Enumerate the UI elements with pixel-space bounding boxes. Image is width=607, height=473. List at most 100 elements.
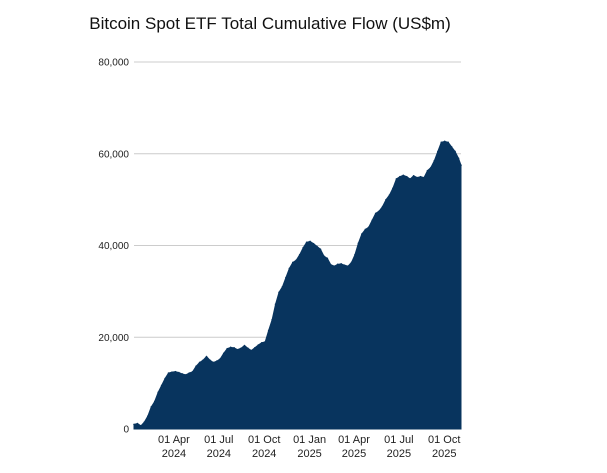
- data-point: [454, 150, 456, 153]
- x-tick-year: 2025: [432, 448, 456, 460]
- data-point: [202, 359, 204, 361]
- data-point: [143, 421, 146, 423]
- data-point: [281, 285, 284, 288]
- data-point: [388, 194, 391, 196]
- data-point: [178, 371, 180, 374]
- data-point: [336, 263, 339, 266]
- data-point: [333, 265, 336, 267]
- data-point: [250, 349, 253, 352]
- data-point: [171, 371, 173, 373]
- data-point: [343, 264, 346, 267]
- data-point: [288, 267, 291, 270]
- data-point: [153, 400, 156, 403]
- data-point: [440, 141, 443, 144]
- x-tick-label: 01 Jan: [293, 434, 326, 446]
- x-tick-label: 01 Oct: [248, 434, 280, 446]
- data-point: [174, 370, 177, 373]
- data-point: [409, 178, 412, 180]
- y-tick-label: 80,000: [98, 58, 129, 69]
- data-point: [278, 291, 280, 294]
- data-point: [195, 365, 197, 367]
- x-tick-year: 2024: [252, 448, 276, 460]
- data-point: [361, 233, 363, 235]
- data-point: [443, 140, 446, 143]
- data-point: [298, 253, 301, 256]
- data-point: [164, 377, 166, 380]
- y-tick-label: 20,000: [98, 333, 129, 344]
- y-tick-label: 0: [123, 425, 129, 436]
- data-point: [302, 246, 304, 249]
- data-point: [316, 245, 318, 248]
- x-tick-label: 01 Jul: [384, 434, 413, 446]
- data-point: [364, 228, 367, 231]
- data-point: [247, 347, 249, 350]
- data-point: [140, 424, 142, 427]
- cumulative-flow-area: [133, 140, 462, 430]
- data-point: [254, 347, 256, 349]
- data-point: [326, 257, 329, 260]
- data-point: [416, 176, 418, 179]
- x-tick-year: 2024: [162, 448, 186, 460]
- data-point: [167, 372, 170, 374]
- data-point: [184, 374, 187, 376]
- data-point: [274, 303, 277, 306]
- data-point: [160, 384, 163, 387]
- y-tick-label: 60,000: [98, 149, 129, 160]
- data-point: [292, 261, 294, 264]
- data-point: [229, 346, 232, 349]
- data-point: [295, 259, 298, 261]
- data-point: [450, 146, 453, 148]
- data-point: [323, 255, 325, 257]
- data-point: [216, 360, 218, 362]
- data-point: [267, 329, 270, 332]
- data-point: [150, 406, 153, 408]
- data-point: [205, 355, 208, 358]
- x-axis-ticks: 01 Apr 2024 01 Jul 2024 01 Oct 2024 01 Jan 2025…: [158, 434, 460, 460]
- data-point: [191, 370, 194, 373]
- x-tick-label: 01 Oct: [428, 434, 460, 446]
- data-point: [257, 344, 260, 346]
- x-tick-label: 01 Apr: [338, 434, 370, 446]
- data-point: [305, 241, 308, 244]
- data-point: [198, 361, 201, 364]
- data-point: [312, 242, 315, 245]
- x-tick-year: 2025: [387, 448, 411, 460]
- data-point: [367, 226, 370, 228]
- data-point: [371, 219, 374, 222]
- data-point: [271, 319, 273, 321]
- data-point: [412, 174, 415, 177]
- data-point: [354, 253, 356, 256]
- data-point: [399, 175, 401, 178]
- data-point: [433, 159, 436, 162]
- data-point: [226, 347, 229, 350]
- data-point: [133, 423, 135, 426]
- data-point: [285, 276, 287, 279]
- y-axis-ticks: 0 20,000 40,000 60,000 80,000: [98, 58, 129, 436]
- data-point: [426, 169, 429, 172]
- data-point: [209, 359, 211, 361]
- data-point: [264, 341, 266, 343]
- data-point: [381, 205, 384, 208]
- data-point: [181, 373, 184, 375]
- data-point: [392, 187, 394, 189]
- data-point: [437, 150, 439, 153]
- data-point: [385, 198, 387, 201]
- data-point: [357, 242, 360, 245]
- series-layer: [133, 140, 462, 430]
- data-point: [423, 176, 425, 179]
- data-point: [233, 347, 235, 349]
- x-tick-label: 01 Apr: [158, 434, 190, 446]
- x-tick-year: 2024: [207, 448, 231, 460]
- data-point: [236, 348, 239, 351]
- data-point: [460, 164, 462, 167]
- data-point: [457, 157, 460, 160]
- data-point: [419, 175, 422, 178]
- data-point: [395, 178, 398, 180]
- data-point: [260, 341, 263, 344]
- data-point: [350, 261, 353, 264]
- data-point: [212, 361, 215, 364]
- data-point: [188, 372, 191, 374]
- data-point: [329, 263, 332, 266]
- data-point: [347, 265, 349, 267]
